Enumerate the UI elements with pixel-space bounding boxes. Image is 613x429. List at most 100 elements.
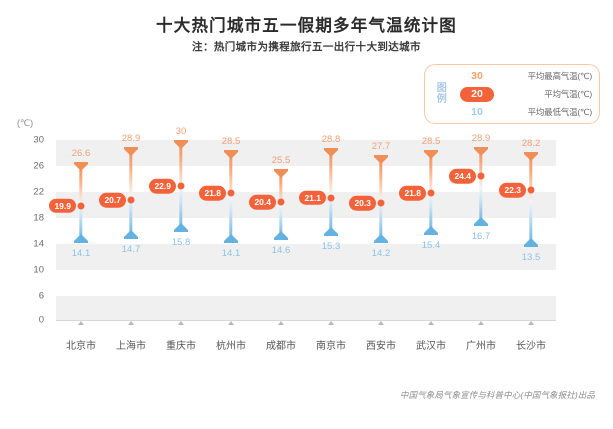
- min-temp-funnel-icon: [474, 217, 488, 225]
- max-temp-cap-bar: [524, 151, 538, 154]
- y-axis-tick: 22: [33, 186, 44, 198]
- x-axis-tick-marker: [328, 321, 334, 325]
- mean-temp-dot: [527, 186, 535, 194]
- bar-column[interactable]: 25.5 14.6 20.4: [249, 140, 306, 320]
- mean-temp-badge: 19.9: [49, 198, 76, 213]
- min-temp-funnel-icon: [74, 234, 88, 242]
- x-axis-tick-marker: [478, 321, 484, 325]
- max-temp-cap-bar: [374, 154, 388, 157]
- x-axis-tick-marker: [178, 321, 184, 325]
- mean-temp-dot: [377, 199, 385, 207]
- y-axis-unit: (℃): [17, 118, 34, 128]
- max-temp-label: 28.2: [521, 137, 541, 149]
- max-temp-label: 28.9: [121, 133, 141, 145]
- mean-temp-badge: 20.7: [99, 193, 126, 208]
- min-temp-funnel-icon: [174, 223, 188, 231]
- mean-temp-dot: [427, 189, 435, 197]
- legend-label: 平均气温(℃): [544, 89, 592, 99]
- bar-column[interactable]: 28.5 15.4 21.8: [399, 136, 456, 320]
- x-axis-tick-marker: [278, 321, 284, 325]
- max-temp-label: 25.5: [271, 155, 291, 167]
- mean-temp-dot: [477, 172, 485, 180]
- min-temp-cap-bar: [124, 237, 138, 240]
- min-temp-funnel-icon: [324, 226, 338, 234]
- bar-column[interactable]: 27.7 14.2 20.3: [349, 140, 406, 320]
- bar-column[interactable]: 28.5 14.1 21.8: [199, 136, 256, 320]
- max-temp-label: 28.5: [221, 135, 241, 147]
- min-temp-funnel-icon: [424, 225, 438, 233]
- min-temp-cap-bar: [324, 233, 338, 236]
- min-temp-label: 14.6: [271, 245, 291, 257]
- bar-column[interactable]: 28.9 16.7 24.4: [449, 133, 506, 320]
- x-axis-label-6: 西安市: [366, 341, 396, 352]
- legend-value: 10: [471, 106, 483, 118]
- chart-legend: 图例 30 平均最高气温(℃) 20 平均气温(℃) 10 平均最低气温(℃): [424, 64, 600, 124]
- temperature-range-stem: [479, 149, 483, 225]
- min-temp-funnel-icon: [524, 238, 538, 246]
- max-temp-funnel-icon: [274, 171, 288, 179]
- max-temp-label: 26.6: [71, 148, 91, 160]
- mean-temp-badge: 21.8: [199, 186, 226, 201]
- min-temp-label: 15.4: [421, 239, 441, 251]
- temperature-range-stem: [379, 156, 383, 241]
- max-temp-funnel-icon: [224, 151, 238, 159]
- bar-column[interactable]: 26.6 14.1 19.9: [49, 140, 106, 320]
- mean-temp-badge: 21.8: [399, 186, 426, 201]
- legend-row-lo: 10 平均最低气温(℃): [459, 103, 592, 121]
- min-temp-label: 16.7: [471, 231, 491, 243]
- bar-column[interactable]: 28.2 13.5 22.3: [499, 137, 556, 320]
- max-temp-funnel-icon: [424, 151, 438, 159]
- legend-value: 20: [460, 86, 494, 102]
- max-temp-cap-bar: [174, 140, 188, 142]
- max-temp-label: 28.5: [421, 135, 441, 147]
- grid-band: [56, 140, 556, 166]
- page-title: 十大热门城市五一假期多年气温统计图: [156, 17, 457, 35]
- x-axis-label-0: 北京市: [66, 341, 96, 352]
- max-temp-cap-bar: [274, 169, 288, 172]
- max-temp-label: 27.7: [371, 140, 391, 152]
- x-axis-label-8: 广州市: [466, 341, 496, 352]
- bar-column[interactable]: 28.8 15.3 21.1: [299, 134, 356, 320]
- min-temp-label: 14.7: [121, 244, 141, 256]
- min-temp-label: 13.5: [521, 252, 541, 264]
- temperature-range-stem: [329, 149, 333, 234]
- x-axis-label-1: 上海市: [116, 341, 146, 352]
- min-temp-funnel-icon: [274, 231, 288, 239]
- x-axis-label-9: 长沙市: [516, 341, 546, 352]
- legend-title: 图例: [436, 82, 448, 106]
- min-temp-cap-bar: [374, 240, 388, 243]
- min-temp-funnel-icon: [224, 234, 238, 242]
- mean-temp-badge: 24.4: [449, 169, 476, 184]
- x-axis-tick-marker: [78, 321, 84, 325]
- max-temp-cap-bar: [74, 162, 88, 165]
- plot-area: 26.6 14.1 19.9 28.9 14.7 20.7 30 15.8 22.9 28.5 14…: [49, 126, 556, 320]
- max-temp-cap-bar: [424, 149, 438, 152]
- mean-temp-badge: 20.3: [349, 195, 376, 211]
- min-temp-funnel-icon: [374, 233, 388, 241]
- bar-column[interactable]: 28.9 14.7 20.7: [99, 133, 156, 320]
- x-axis-tick-marker: [378, 321, 384, 325]
- max-temp-cap-bar: [324, 147, 338, 150]
- mean-temp-dot: [127, 196, 135, 204]
- y-axis: 30 26 22 18 14 10 6 0: [0, 135, 52, 326]
- max-temp-cap-bar: [124, 147, 138, 150]
- legend-row-hi: 30 平均最高气温(℃): [459, 67, 592, 85]
- min-temp-label: 15.3: [321, 240, 341, 252]
- mean-temp-badge: 20.4: [249, 195, 276, 210]
- mean-temp-dot: [77, 202, 85, 210]
- bar-column[interactable]: 30 15.8 22.9: [149, 126, 206, 320]
- min-temp-label: 14.2: [371, 247, 391, 259]
- y-axis-tick: 18: [33, 212, 44, 224]
- max-temp-label: 28.8: [321, 133, 341, 145]
- max-temp-funnel-icon: [524, 153, 538, 161]
- footer-credit: 中国气象局气象宣传与科普中心(中国气象报社)出品: [399, 390, 595, 400]
- x-axis-tick-marker: [428, 321, 434, 325]
- min-temp-cap-bar: [274, 238, 288, 241]
- max-temp-cap-bar: [474, 147, 488, 150]
- x-axis-label-3: 杭州市: [216, 341, 246, 352]
- max-temp-funnel-icon: [174, 142, 188, 149]
- max-temp-funnel-icon: [374, 156, 388, 164]
- legend-rows: 30 平均最高气温(℃) 20 平均气温(℃) 10 平均最低气温(℃): [459, 67, 599, 121]
- max-temp-label: 28.9: [471, 133, 491, 145]
